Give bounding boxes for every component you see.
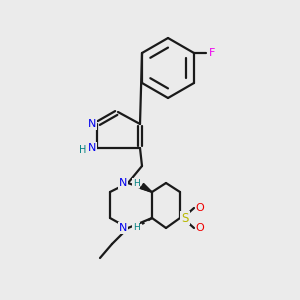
Text: H: H	[133, 178, 140, 188]
Text: H: H	[79, 145, 87, 155]
Text: N: N	[88, 119, 96, 129]
Text: N: N	[88, 143, 96, 153]
Text: O: O	[196, 223, 204, 233]
Text: F: F	[209, 48, 215, 58]
Text: O: O	[196, 203, 204, 213]
Text: S: S	[181, 212, 189, 224]
Polygon shape	[140, 183, 152, 192]
Text: H: H	[133, 223, 140, 232]
Text: N: N	[119, 223, 127, 233]
Text: N: N	[119, 178, 127, 188]
